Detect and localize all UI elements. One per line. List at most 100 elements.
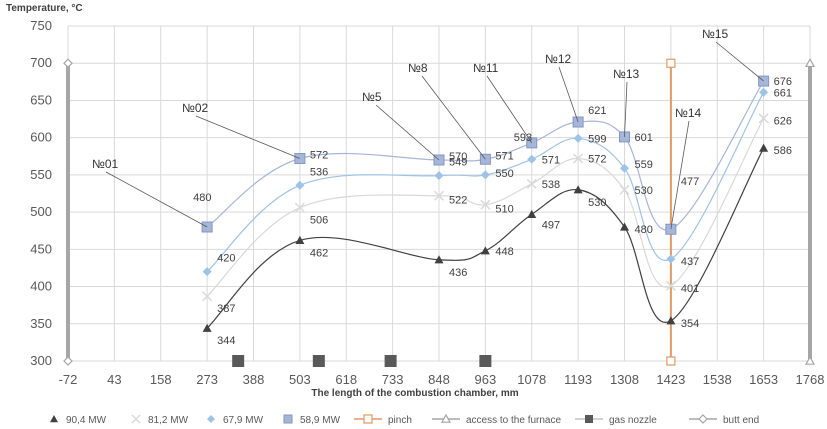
annotation-leader [195,115,301,159]
y-tick-label: 350 [30,316,52,331]
point-90-4-mw [573,185,583,194]
data-label-90-4-mw: 354 [681,318,699,330]
annotation-leader [715,41,764,82]
data-label-90-4-mw: 462 [310,247,328,259]
point-67-9-mw [620,163,629,173]
legend: 90,4 MW 81,2 MW 67,9 MW 58,9 MW pinch access … [50,413,759,426]
data-label-67-9-mw: 420 [217,253,235,265]
annotation-leader [486,75,533,144]
annotation-label: №8 [408,61,428,75]
x-tick-label: 963 [475,372,497,387]
data-label-90-4-mw: 586 [774,145,792,157]
legend-label-58-9-mw: 58,9 MW [300,415,341,426]
x-tick-label: 388 [243,372,265,387]
data-label-67-9-mw: 550 [495,168,513,180]
x-tick-label: 1308 [610,372,639,387]
data-label-90-4-mw: 497 [542,219,560,231]
data-label-90-4-mw: 530 [588,197,606,209]
point-81-2-mw [294,202,305,213]
vline-end-butt-end [63,356,73,366]
data-label-67-9-mw: 536 [310,166,328,178]
data-label-58-9-mw: 621 [588,105,606,117]
point-90-4-mw [527,209,537,218]
data-label-67-9-mw: 599 [588,133,606,145]
annotation-leader [105,171,208,228]
data-label-67-9-mw: 437 [681,256,699,268]
x-tick-label: 1653 [749,372,778,387]
x-tick-label: 1078 [517,372,546,387]
y-tick-label: 700 [30,55,52,70]
vline-end-access-to-the-furnace [804,57,816,68]
point-90-4-mw [295,235,305,244]
vline-end-pinch [666,58,676,68]
data-label-58-9-mw: 571 [495,150,513,162]
y-tick-label: 450 [30,241,52,256]
data-label-67-9-mw: 571 [542,154,560,166]
annotation-label: №12 [545,52,572,66]
data-label-81-2-mw: 538 [542,179,560,191]
x-axis-ticks: -72 43 158 273 388 503 618 733 848 963 1078 1193 130… [59,372,825,387]
x-tick-label: 273 [196,372,218,387]
data-label-90-4-mw: 480 [635,224,653,236]
data-label-81-2-mw: 510 [495,204,513,216]
annotation-leader [421,75,486,160]
y-tick-label: 600 [30,130,52,145]
y-tick-label: 750 [30,18,52,33]
point-81-2-mw [619,184,630,195]
x-tick-label: -72 [59,372,78,387]
legend-label-access-to-the-furnace: access to the furnace [466,415,561,426]
y-tick-label: 500 [30,204,52,219]
data-labels: 344 462 436 448 497 530 480 354 586 387 506 522 510 5… [193,76,792,347]
y-tick-label: 650 [30,92,52,107]
annotation-label: №11 [473,61,499,75]
x-axis-title: The length of the combustion chamber, mm [311,388,518,399]
data-label-58-9-mw: 593 [514,132,532,144]
data-label-81-2-mw: 626 [774,115,792,127]
y-axis-ticks: 300 350 400 450 500 550 600 650 700 750 [30,18,52,368]
legend-label-pinch: pinch [388,415,412,426]
legend-marker-90-4-mw [50,415,58,423]
x-tick-label: 848 [428,372,450,387]
point-81-2-mw [758,113,769,124]
grid [67,25,811,362]
point-81-2-mw [573,153,584,164]
data-label-67-9-mw: 559 [635,159,653,171]
point-67-9-mw [202,267,212,277]
point-67-9-mw [666,254,676,264]
point-81-2-mw [526,178,537,189]
point-90-4-mw [480,246,490,255]
vline-end-butt-end [63,58,73,69]
y-tick-label: 550 [30,167,52,182]
point-90-4-mw [666,316,676,325]
data-label-67-9-mw: 661 [774,87,792,99]
point-90-4-mw [434,255,444,264]
y-tick-label: 400 [30,279,52,294]
data-label-58-9-mw: 572 [310,150,328,162]
gas-nozzle-marker [384,355,397,367]
legend-marker-67-9-mw [207,415,215,423]
legend-marker-butt-end [698,414,708,424]
annotation-label: №01 [92,157,119,171]
point-81-2-mw [665,280,676,291]
x-tick-label: 1768 [796,372,825,387]
point-67-9-mw [434,171,444,181]
vline-end-access-to-the-furnace [804,355,816,365]
point-81-2-mw [480,199,491,210]
annotation-leader [624,81,628,137]
x-tick-label: 1193 [564,372,592,387]
point-90-4-mw [759,143,769,152]
legend-label-67-9-mw: 67,9 MW [223,415,264,426]
point-67-9-mw [759,87,769,97]
x-tick-label: 43 [107,372,121,387]
annotation-leader [670,120,690,230]
gas-nozzle-marker [232,355,245,367]
legend-label-butt-end: butt end [723,415,759,426]
vline-end-pinch [666,356,676,366]
data-label-90-4-mw: 436 [449,267,467,279]
legend-marker-58-9-mw [283,414,293,424]
point-90-4-mw [202,323,212,332]
legend-marker-access-to-the-furnace [440,413,452,423]
point-67-9-mw [480,170,490,180]
data-label-81-2-mw: 530 [635,185,653,197]
